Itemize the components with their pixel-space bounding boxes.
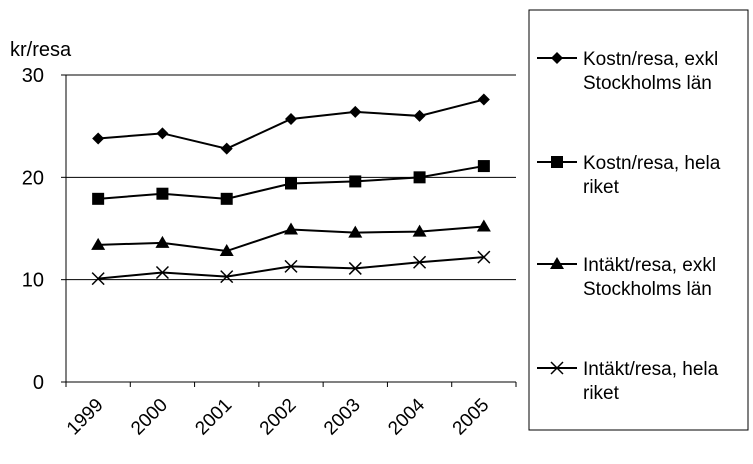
x-marker-stroke [348,261,362,275]
x-tick-labels: 1999 2000 2001 2002 2003 2004 2005 [63,394,493,439]
legend-marker [551,52,563,64]
legend-marker [550,257,564,269]
data-point [220,142,233,155]
legend-item-4: Intäkt/resa, hela riket [537,359,719,404]
x-marker-stroke [550,361,564,375]
data-point [220,270,234,284]
legend-label: Intäkt/resa, hela [583,359,719,380]
legend-label: riket [583,177,620,198]
x-marker-stroke [220,270,234,284]
data-point [477,250,491,264]
data-point [284,222,298,235]
x-marker-stroke [284,259,298,273]
x-marker-stroke [477,250,491,264]
data-point [349,105,362,118]
legend-label: Stockholms län [583,279,712,300]
data-point [155,235,170,248]
series-1 [92,93,490,155]
gridlines [66,74,516,281]
legend-label: Intäkt/resa, exkl [583,255,716,276]
series-group [91,93,491,286]
data-point [413,171,426,184]
y-tick-labels: 0 10 20 30 [22,65,44,394]
data-point [91,237,106,250]
data-point [220,192,233,205]
legend-item-3: Intäkt/resa, exkl Stockholms län [537,255,716,300]
data-point [91,272,105,286]
data-point [477,160,490,173]
data-point [285,113,297,126]
legend-label: Kostn/resa, hela [583,153,721,174]
series-3 [91,219,491,257]
legend-item-1: Kostn/resa, exkl Stockholms län [537,49,718,94]
legend-box [528,9,749,431]
x-tick-label: 2004 [384,394,429,439]
data-point [285,177,297,190]
legend-label: Stockholms län [583,73,712,94]
legend-marker [551,156,563,168]
data-point [477,93,490,106]
y-axis-label: kr/resa [10,39,72,61]
legend-label: riket [583,383,620,404]
y-tick-label: 10 [22,270,44,292]
y-tick-label: 20 [22,167,44,189]
x-tick-label: 2001 [192,395,237,440]
data-point [92,192,105,205]
data-point [284,259,298,273]
x-tick-label: 1999 [63,395,108,440]
data-point [349,175,362,188]
x-marker-stroke [413,255,427,269]
legend-marker [550,361,564,375]
x-tick-label: 2000 [127,395,172,440]
x-tick-label: 2002 [256,395,301,440]
data-point [156,127,169,140]
y-tick-label: 0 [33,372,44,394]
legend-item-2: Kostn/resa, hela riket [537,153,721,198]
y-tick-label: 30 [22,65,44,87]
legend-label: Kostn/resa, exkl [583,49,718,70]
data-point [156,187,169,200]
data-point [476,219,491,232]
x-tick-label: 2005 [449,395,494,440]
data-point [348,261,362,275]
series-4 [91,250,491,286]
data-point [219,244,234,257]
data-point [155,265,169,280]
x-marker-stroke [91,272,105,286]
x-tick-label: 2003 [320,395,365,440]
data-point [348,225,363,238]
data-point [413,255,427,269]
axes [61,74,517,387]
series-2 [92,160,490,205]
data-point [92,132,105,145]
x-marker-stroke [155,265,169,280]
series-line [98,256,484,280]
data-point [413,109,426,122]
data-point [412,224,427,237]
